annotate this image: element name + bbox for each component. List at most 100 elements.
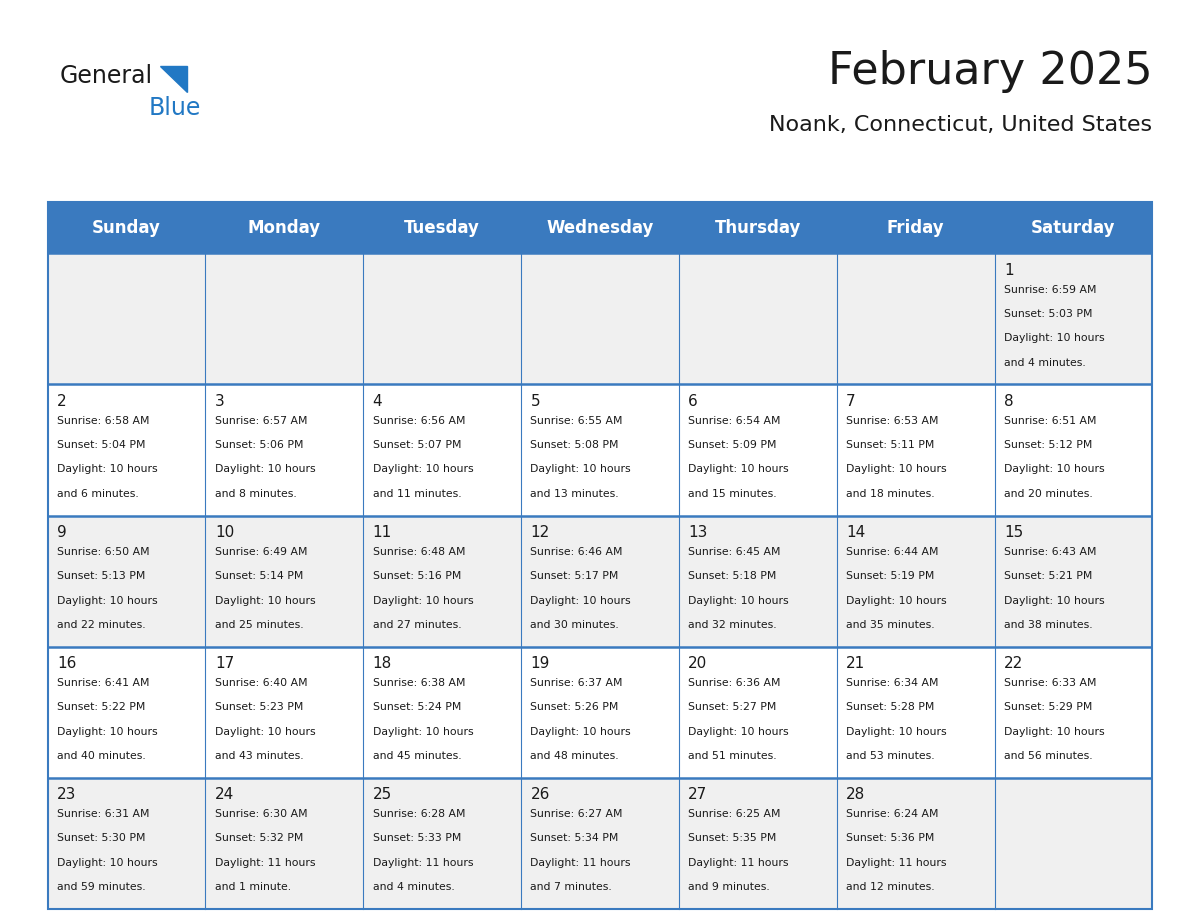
Text: Sunset: 5:27 PM: Sunset: 5:27 PM: [688, 702, 777, 712]
Text: and 25 minutes.: and 25 minutes.: [215, 620, 303, 630]
Text: Sunrise: 6:44 AM: Sunrise: 6:44 AM: [846, 547, 939, 557]
Text: 19: 19: [531, 655, 550, 671]
Text: Sunrise: 6:54 AM: Sunrise: 6:54 AM: [688, 416, 781, 426]
Text: Sunrise: 6:59 AM: Sunrise: 6:59 AM: [1004, 285, 1097, 295]
Text: Sunrise: 6:51 AM: Sunrise: 6:51 AM: [1004, 416, 1097, 426]
Text: and 8 minutes.: and 8 minutes.: [215, 488, 297, 498]
Text: Saturday: Saturday: [1031, 218, 1116, 237]
Text: and 9 minutes.: and 9 minutes.: [688, 882, 770, 892]
Text: Daylight: 10 hours: Daylight: 10 hours: [846, 465, 947, 475]
Text: Daylight: 10 hours: Daylight: 10 hours: [57, 596, 158, 606]
Text: 28: 28: [846, 787, 865, 802]
Text: Daylight: 10 hours: Daylight: 10 hours: [57, 727, 158, 736]
Text: and 4 minutes.: and 4 minutes.: [373, 882, 454, 892]
Text: Daylight: 10 hours: Daylight: 10 hours: [688, 727, 789, 736]
Text: Sunset: 5:22 PM: Sunset: 5:22 PM: [57, 702, 145, 712]
Text: Sunset: 5:19 PM: Sunset: 5:19 PM: [846, 571, 935, 581]
Text: Sunrise: 6:49 AM: Sunrise: 6:49 AM: [215, 547, 308, 557]
Text: 1: 1: [1004, 263, 1013, 277]
Text: 13: 13: [688, 525, 708, 540]
Text: Sunset: 5:13 PM: Sunset: 5:13 PM: [57, 571, 145, 581]
Text: and 22 minutes.: and 22 minutes.: [57, 620, 146, 630]
Text: and 13 minutes.: and 13 minutes.: [531, 488, 619, 498]
Text: 20: 20: [688, 655, 708, 671]
Text: Daylight: 10 hours: Daylight: 10 hours: [531, 727, 631, 736]
Text: Sunset: 5:28 PM: Sunset: 5:28 PM: [846, 702, 935, 712]
Text: Daylight: 10 hours: Daylight: 10 hours: [1004, 333, 1105, 343]
Text: and 7 minutes.: and 7 minutes.: [531, 882, 612, 892]
Text: 24: 24: [215, 787, 234, 802]
Text: Blue: Blue: [148, 96, 201, 120]
Text: and 56 minutes.: and 56 minutes.: [1004, 751, 1093, 761]
Text: Wednesday: Wednesday: [546, 218, 653, 237]
Text: and 30 minutes.: and 30 minutes.: [531, 620, 619, 630]
Text: Sunset: 5:16 PM: Sunset: 5:16 PM: [373, 571, 461, 581]
Text: 27: 27: [688, 787, 708, 802]
Text: and 53 minutes.: and 53 minutes.: [846, 751, 935, 761]
Text: 3: 3: [215, 394, 225, 409]
Text: 12: 12: [531, 525, 550, 540]
Text: Sunrise: 6:36 AM: Sunrise: 6:36 AM: [688, 678, 781, 688]
Text: Daylight: 10 hours: Daylight: 10 hours: [1004, 596, 1105, 606]
Text: and 15 minutes.: and 15 minutes.: [688, 488, 777, 498]
Text: Daylight: 10 hours: Daylight: 10 hours: [373, 465, 473, 475]
Text: Sunrise: 6:45 AM: Sunrise: 6:45 AM: [688, 547, 781, 557]
Text: Sunset: 5:36 PM: Sunset: 5:36 PM: [846, 834, 935, 844]
Text: Sunrise: 6:41 AM: Sunrise: 6:41 AM: [57, 678, 150, 688]
Text: and 38 minutes.: and 38 minutes.: [1004, 620, 1093, 630]
Text: Sunrise: 6:38 AM: Sunrise: 6:38 AM: [373, 678, 466, 688]
Text: Daylight: 10 hours: Daylight: 10 hours: [1004, 465, 1105, 475]
Text: and 43 minutes.: and 43 minutes.: [215, 751, 303, 761]
Text: Sunrise: 6:34 AM: Sunrise: 6:34 AM: [846, 678, 939, 688]
Text: February 2025: February 2025: [828, 50, 1152, 94]
Text: Sunset: 5:06 PM: Sunset: 5:06 PM: [215, 440, 303, 450]
Text: Daylight: 10 hours: Daylight: 10 hours: [688, 596, 789, 606]
Text: 18: 18: [373, 655, 392, 671]
Text: Daylight: 10 hours: Daylight: 10 hours: [531, 596, 631, 606]
Text: Sunset: 5:12 PM: Sunset: 5:12 PM: [1004, 440, 1093, 450]
Text: and 45 minutes.: and 45 minutes.: [373, 751, 461, 761]
Text: Sunset: 5:07 PM: Sunset: 5:07 PM: [373, 440, 461, 450]
Text: Sunset: 5:17 PM: Sunset: 5:17 PM: [531, 571, 619, 581]
Text: and 51 minutes.: and 51 minutes.: [688, 751, 777, 761]
Text: 5: 5: [531, 394, 541, 409]
Text: Sunrise: 6:37 AM: Sunrise: 6:37 AM: [531, 678, 623, 688]
Text: Daylight: 10 hours: Daylight: 10 hours: [373, 596, 473, 606]
Text: 7: 7: [846, 394, 855, 409]
Text: Sunset: 5:14 PM: Sunset: 5:14 PM: [215, 571, 303, 581]
Text: Daylight: 11 hours: Daylight: 11 hours: [846, 857, 947, 868]
Text: Thursday: Thursday: [715, 218, 801, 237]
Text: 22: 22: [1004, 655, 1023, 671]
Text: Sunrise: 6:33 AM: Sunrise: 6:33 AM: [1004, 678, 1097, 688]
Text: Sunset: 5:30 PM: Sunset: 5:30 PM: [57, 834, 145, 844]
Text: Sunrise: 6:55 AM: Sunrise: 6:55 AM: [531, 416, 623, 426]
Text: Sunset: 5:04 PM: Sunset: 5:04 PM: [57, 440, 145, 450]
Text: Sunrise: 6:58 AM: Sunrise: 6:58 AM: [57, 416, 150, 426]
Text: Daylight: 10 hours: Daylight: 10 hours: [215, 465, 316, 475]
Text: 26: 26: [531, 787, 550, 802]
Text: Daylight: 11 hours: Daylight: 11 hours: [531, 857, 631, 868]
Text: General: General: [59, 64, 152, 88]
Text: Sunrise: 6:25 AM: Sunrise: 6:25 AM: [688, 809, 781, 819]
Text: and 27 minutes.: and 27 minutes.: [373, 620, 461, 630]
Text: Noank, Connecticut, United States: Noank, Connecticut, United States: [770, 115, 1152, 135]
Text: 25: 25: [373, 787, 392, 802]
Text: Friday: Friday: [886, 218, 944, 237]
Text: Sunrise: 6:43 AM: Sunrise: 6:43 AM: [1004, 547, 1097, 557]
Text: Daylight: 10 hours: Daylight: 10 hours: [57, 465, 158, 475]
Text: and 32 minutes.: and 32 minutes.: [688, 620, 777, 630]
Text: Sunrise: 6:53 AM: Sunrise: 6:53 AM: [846, 416, 939, 426]
Text: and 1 minute.: and 1 minute.: [215, 882, 291, 892]
Text: Sunrise: 6:24 AM: Sunrise: 6:24 AM: [846, 809, 939, 819]
Text: Sunset: 5:32 PM: Sunset: 5:32 PM: [215, 834, 303, 844]
Text: Monday: Monday: [248, 218, 321, 237]
Text: and 35 minutes.: and 35 minutes.: [846, 620, 935, 630]
Text: Sunset: 5:29 PM: Sunset: 5:29 PM: [1004, 702, 1093, 712]
Text: Sunrise: 6:31 AM: Sunrise: 6:31 AM: [57, 809, 150, 819]
Text: 9: 9: [57, 525, 67, 540]
Text: Sunset: 5:09 PM: Sunset: 5:09 PM: [688, 440, 777, 450]
Text: Sunrise: 6:48 AM: Sunrise: 6:48 AM: [373, 547, 466, 557]
Text: Daylight: 11 hours: Daylight: 11 hours: [215, 857, 315, 868]
Text: Sunday: Sunday: [91, 218, 160, 237]
Text: and 4 minutes.: and 4 minutes.: [1004, 358, 1086, 367]
